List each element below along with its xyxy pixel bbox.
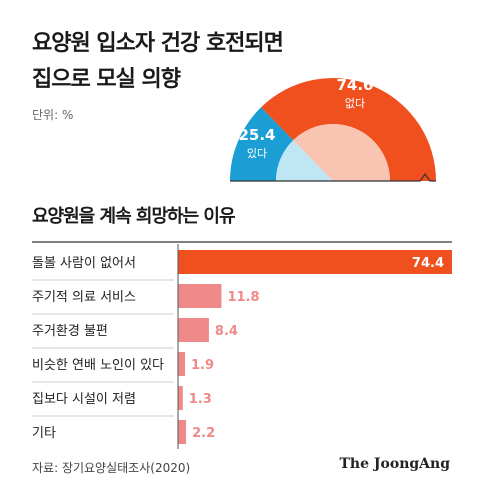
unit-label: 단위: % <box>32 108 74 122</box>
bar <box>178 284 222 308</box>
gauge-inner-1 <box>293 123 390 181</box>
title-line-1: 요양원 입소자 건강 호전되면 <box>32 31 284 56</box>
gauge-value-0: 25.4 <box>238 126 275 144</box>
gauge-inner-0 <box>276 140 333 181</box>
gauge-slice-1 <box>261 78 436 181</box>
half-donut-chart: 25.4 있다 74.6 없다 <box>230 76 436 182</box>
bar-chart: 돌볼 사람이 없어서 74.4 주기적 의료 서비스 11.8 주거환경 불편 8.4 비슷… <box>32 241 452 449</box>
bar-category-label: 비슷한 연배 노인이 있다 <box>32 358 164 373</box>
bar-value-label: 1.3 <box>189 392 212 407</box>
bar-value-label: 1.9 <box>191 358 214 373</box>
bar-category-label: 주기적 의료 서비스 <box>32 290 136 305</box>
bar-value-label: 11.8 <box>227 290 259 305</box>
bar-value-label: 74.4 <box>412 256 444 271</box>
bar-value-label: 2.2 <box>192 426 215 441</box>
gauge-value-1: 74.6 <box>336 76 373 94</box>
bar-category-label: 주거환경 불편 <box>32 324 108 339</box>
brand-logo: The JoongAng <box>339 456 450 472</box>
title-line-2: 집으로 모실 의향 <box>32 67 181 92</box>
gauge-label-1: 없다 <box>345 97 365 110</box>
page-title: 요양원 입소자 건강 호전되면 집으로 모실 의향 <box>32 26 284 98</box>
bar <box>178 318 209 342</box>
bar-chart-title: 요양원을 계속 희망하는 이유 <box>32 206 236 227</box>
gauge-label-0: 있다 <box>247 147 267 160</box>
source-note: 자료: 장기요양실태조사(2020) <box>32 461 191 475</box>
bar-category-label: 집보다 시설이 저렴 <box>32 392 136 407</box>
bar-category-label: 돌볼 사람이 없어서 <box>32 256 136 271</box>
bar <box>178 386 183 410</box>
bar <box>178 250 452 274</box>
gauge-slice-0 <box>230 107 294 181</box>
bar <box>178 352 185 376</box>
bar-value-label: 8.4 <box>215 324 238 339</box>
gauge-baseline <box>230 172 436 182</box>
bar-category-label: 기타 <box>32 426 56 441</box>
bar <box>178 420 187 444</box>
